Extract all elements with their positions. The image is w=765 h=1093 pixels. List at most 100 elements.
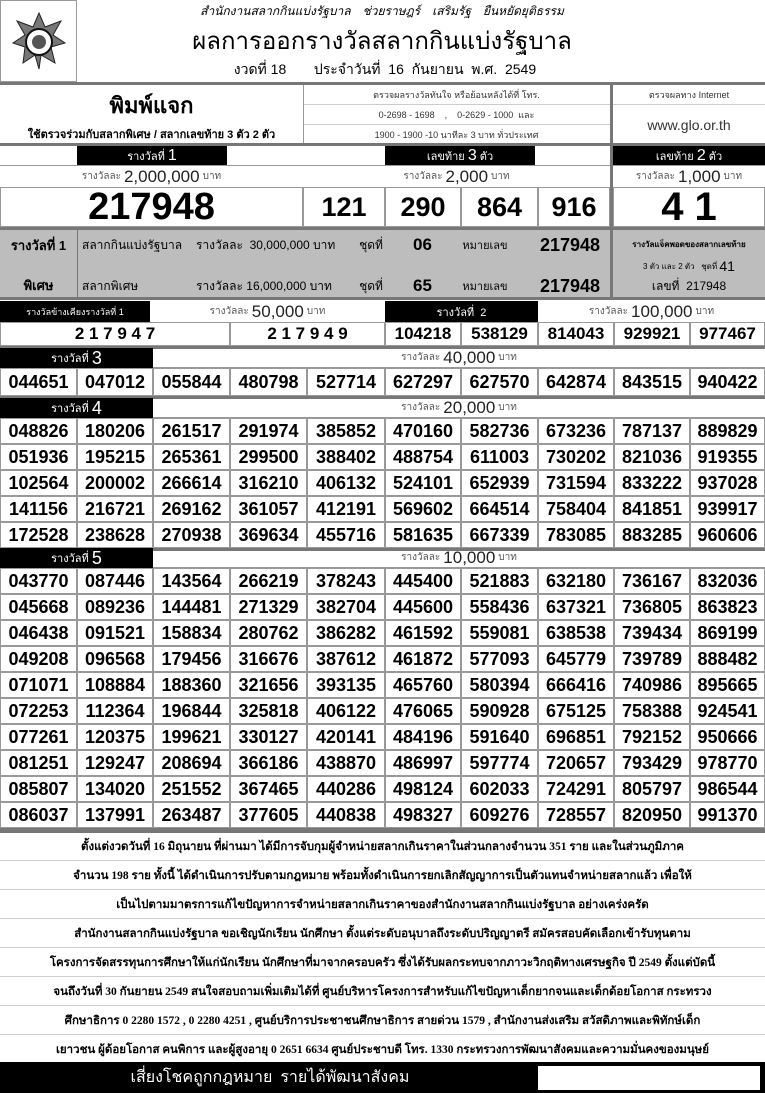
label-text: ตัว xyxy=(708,150,723,163)
prize5-number: 986544 xyxy=(690,776,765,802)
prize5-number: 638538 xyxy=(538,620,614,646)
prize4-number: 652939 xyxy=(461,470,538,496)
label-num: 5 xyxy=(91,547,102,568)
prize5-number: 087446 xyxy=(77,568,153,594)
prize4-number: 385852 xyxy=(307,418,385,444)
prize5-number: 393135 xyxy=(307,672,385,698)
prize5-number: 521883 xyxy=(461,568,538,594)
row2-amount: รางวัลละ 16,000,000 บาท xyxy=(196,278,332,293)
prize5-number: 632180 xyxy=(538,568,614,594)
section-label-prize4: รางวัลที่ 4 xyxy=(0,398,153,418)
prize5-number: 476065 xyxy=(385,698,461,724)
prize4-number: 412191 xyxy=(307,496,385,522)
prize5-number: 609276 xyxy=(461,802,538,828)
notice-line: สำนักงานสลากกินแบ่งรัฐบาล ขอเชิญนักเรียน… xyxy=(0,920,765,948)
amount-value: 50,000 xyxy=(251,301,304,321)
prize4-number: 051936 xyxy=(0,444,77,470)
prize4-number: 937028 xyxy=(690,470,765,496)
prize3-number: 843515 xyxy=(614,368,690,396)
row1-set-label: ชุดที่ xyxy=(359,237,383,252)
internet-title: ตรวจผลทาง Internet xyxy=(613,85,765,105)
prize5-number: 387612 xyxy=(307,646,385,672)
prize5-number: 386282 xyxy=(307,620,385,646)
notice-line: เยาวชน ผู้ด้อยโอกาส คนพิการ และผู้สูงอาย… xyxy=(0,1036,765,1064)
draw-number: งวดที่ 18 xyxy=(233,61,287,77)
prize5-number: 137991 xyxy=(77,802,153,828)
prize3-number: 627570 xyxy=(461,368,538,396)
prize5-number: 950666 xyxy=(690,724,765,750)
prize4-number: 238628 xyxy=(77,522,153,548)
last2-number: 4 1 xyxy=(613,185,765,229)
footer-blank-box xyxy=(538,1066,760,1090)
prize4-number: 316210 xyxy=(230,470,307,496)
prize5-number: 736805 xyxy=(614,594,690,620)
prize5-number: 096568 xyxy=(77,646,153,672)
prize4-number: 488754 xyxy=(385,444,461,470)
prize5-number: 266219 xyxy=(230,568,307,594)
prize5-number: 645779 xyxy=(538,646,614,672)
label-num: 4 xyxy=(91,397,102,418)
near1-number: 2 1 7 9 4 9 xyxy=(230,322,385,346)
prize5-number: 484196 xyxy=(385,724,461,750)
prize4-number: 787137 xyxy=(614,418,690,444)
section-amount-prize5: รางวัลละ 10,000 บาท xyxy=(153,548,765,568)
prize4-number: 524101 xyxy=(385,470,461,496)
divider xyxy=(0,548,765,551)
website-link[interactable]: www.glo.or.th xyxy=(647,117,731,133)
prize4-number: 833222 xyxy=(614,470,690,496)
phone-line2: 1900 - 1900 -10 นาทีละ 3 บาท ทั่วประเทศ xyxy=(374,130,539,140)
prize4-number: 048826 xyxy=(0,418,77,444)
prize5-number: 895665 xyxy=(690,672,765,698)
prize5-number: 179456 xyxy=(153,646,230,672)
prize5-number: 330127 xyxy=(230,724,307,750)
amount-value: 2,000,000 xyxy=(123,166,200,186)
notice: ตั้งแต่งวดวันที่ 16 มิถุนายน ที่ผ่านมา ไ… xyxy=(0,830,765,1064)
prize4-number: 939917 xyxy=(690,496,765,522)
special-title2: พิเศษ xyxy=(23,277,54,293)
special-title1: รางวัลที่ 1 xyxy=(10,237,67,253)
prize4-number: 266614 xyxy=(153,470,230,496)
prize1-number: 217948 xyxy=(0,186,303,228)
prize5-number: 046438 xyxy=(0,620,77,646)
amount-pre: รางวัลละ xyxy=(401,402,441,413)
amount-unit: บาท xyxy=(498,402,517,413)
prize5-number: 406122 xyxy=(307,698,385,724)
prize5-number: 498327 xyxy=(385,802,461,828)
prize5-number: 049208 xyxy=(0,646,77,672)
prize5-number: 888482 xyxy=(690,646,765,672)
last3-number: 290 xyxy=(385,187,461,227)
near1-number: 2 1 7 9 4 7 xyxy=(0,322,230,346)
section-label-prize3: รางวัลที่ 3 xyxy=(0,348,153,368)
prize5-number: 378243 xyxy=(307,568,385,594)
prize5-number: 251552 xyxy=(153,776,230,802)
prize4-number: 172528 xyxy=(0,522,77,548)
label-num: 3 xyxy=(467,146,477,164)
prize5-number: 559081 xyxy=(461,620,538,646)
last3-number: 121 xyxy=(303,187,385,227)
amount-unit: บาท xyxy=(202,171,222,182)
print-label: พิมพ์แจก xyxy=(109,92,194,118)
prize5-number: 597774 xyxy=(461,750,538,776)
prize5-number: 805797 xyxy=(614,776,690,802)
prize5-number: 089236 xyxy=(77,594,153,620)
prize4-number: 195215 xyxy=(77,444,153,470)
draw-date: ประจำวันที่ 16 กันยายน พ.ศ. 2549 xyxy=(313,61,537,77)
prize4-number: 841851 xyxy=(614,496,690,522)
amount-value: 1,000 xyxy=(678,166,721,186)
prize5-number: 486997 xyxy=(385,750,461,776)
prize5-number: 158834 xyxy=(153,620,230,646)
prize4-number: 216721 xyxy=(77,496,153,522)
prize5-number: 077261 xyxy=(0,724,77,750)
prize5-number: 675125 xyxy=(538,698,614,724)
prize5-number: 696851 xyxy=(538,724,614,750)
prize5-number: 591640 xyxy=(461,724,538,750)
prize5-number: 188360 xyxy=(153,672,230,698)
prize5-number: 558436 xyxy=(461,594,538,620)
label-text: รางวัลที่ xyxy=(51,553,89,565)
amount-value: 10,000 xyxy=(443,547,496,567)
prize5-number: 112364 xyxy=(77,698,153,724)
label-text: รางวัลที่ xyxy=(127,150,165,163)
prize5-number: 280762 xyxy=(230,620,307,646)
prize5-number: 602033 xyxy=(461,776,538,802)
prize5-number: 367465 xyxy=(230,776,307,802)
